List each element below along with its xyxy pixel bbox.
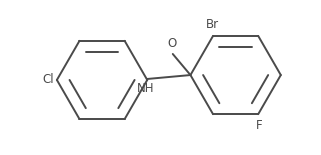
Text: Br: Br [205, 18, 219, 31]
Text: O: O [167, 37, 177, 50]
Text: F: F [256, 119, 263, 132]
Text: Cl: Cl [42, 73, 54, 86]
Text: NH: NH [136, 82, 154, 95]
